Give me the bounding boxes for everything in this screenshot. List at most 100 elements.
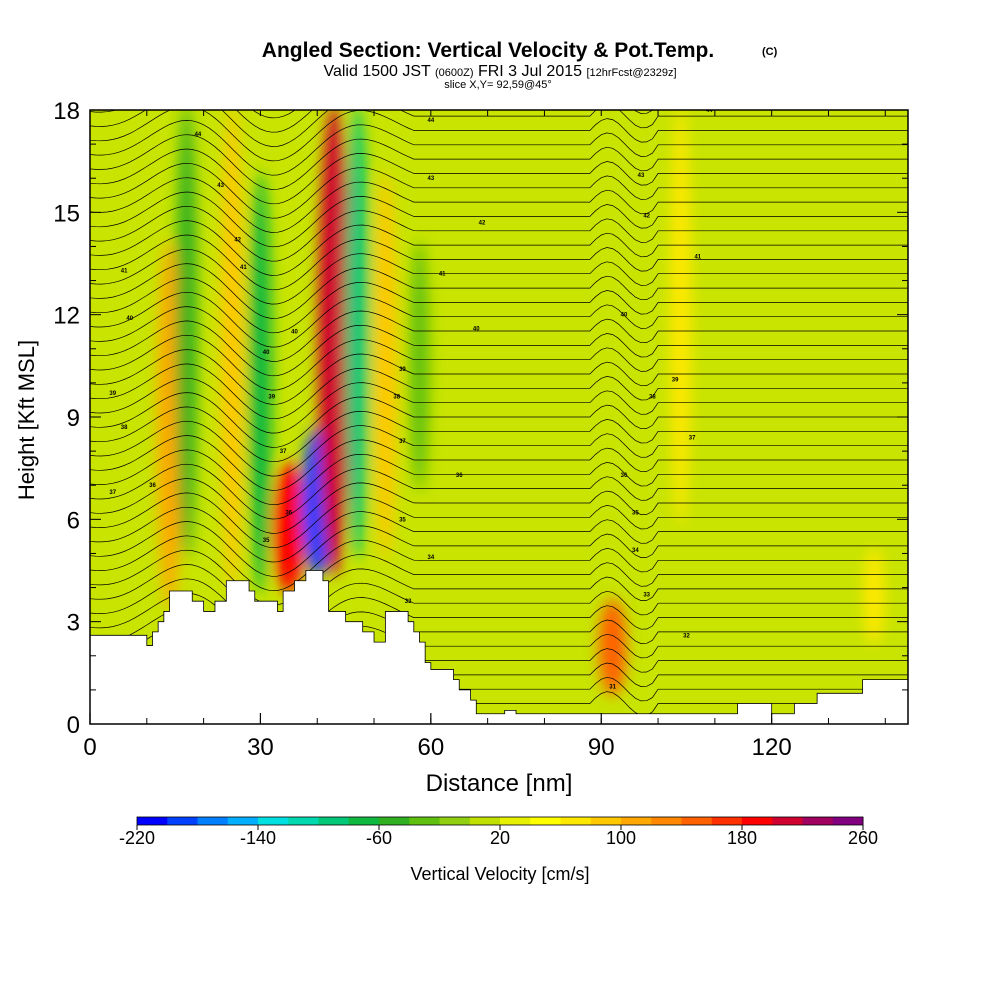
theta-contour: [90, 492, 908, 549]
colorbar-swatch: [530, 817, 561, 825]
theta-contour: [90, 277, 908, 334]
contour-labels: 41 40 39 38 37 36 44 43 42 41 40 39 37 36 35 40 44 43 42 41…: [109, 110, 713, 690]
theta-label: 34: [427, 555, 434, 561]
colorbar: -220 -140 -60 20 100 180 260: [119, 816, 878, 848]
colorbar-swatch: [348, 817, 380, 825]
colorbar-swatch: [137, 817, 168, 825]
theta-label: 42: [643, 214, 650, 220]
y-tick-label: 9: [67, 405, 80, 432]
theta-contour: [90, 349, 908, 405]
slice-info: slice X,Y= 92,59@45°: [444, 79, 552, 91]
theta-label: 36: [456, 473, 463, 479]
theta-contour: [90, 478, 908, 534]
colorbar-tick-label: -140: [240, 828, 276, 848]
theta-contour: [90, 191, 908, 248]
theta-label: 41: [121, 268, 128, 274]
x-tick-label: 120: [752, 734, 792, 761]
velocity-feature-1: [176, 110, 197, 560]
colorbar-swatch: [621, 817, 652, 825]
colorbar-swatch: [832, 817, 864, 825]
theta-contour: [90, 435, 908, 491]
theta-contour: [90, 406, 908, 463]
y-axis-label: Height [Kft MSL]: [14, 340, 39, 500]
y-tick-label: 12: [53, 303, 80, 330]
theta-label: 39: [109, 391, 116, 397]
theta-contour: [90, 248, 908, 305]
theta-label: 43: [217, 183, 224, 189]
theta-contour: [90, 306, 908, 362]
theta-label: 39: [268, 395, 275, 401]
theta-label: 35: [263, 538, 270, 544]
theta-label: 40: [263, 350, 270, 356]
theta-contour: [90, 449, 908, 506]
velocity-feature-8: [374, 172, 397, 560]
theta-label: 37: [280, 449, 287, 455]
theta-label: 41: [240, 265, 247, 271]
colorbar-swatch: [802, 817, 834, 825]
theta-label: 35: [632, 511, 639, 517]
theta-contour: [90, 110, 908, 147]
colorbar-tick-label: 100: [606, 828, 636, 848]
colorbar-swatch: [227, 817, 259, 825]
colorbar-tick-label: 260: [848, 828, 878, 848]
theta-label: 44: [195, 132, 202, 138]
theta-label: 38: [649, 395, 656, 401]
velocity-feature-9: [409, 240, 430, 492]
y-tick-label: 0: [67, 712, 80, 739]
theta-label: 36: [621, 473, 628, 479]
theta-contour: [90, 535, 908, 592]
theta-label: 43: [638, 173, 645, 179]
theta-label: 33: [405, 599, 412, 605]
colorbar-swatch: [258, 817, 289, 825]
y-tick-label: 6: [67, 507, 80, 534]
colorbar-swatch: [469, 817, 501, 825]
theta-label: 38: [121, 425, 128, 431]
chart-title: Angled Section: Vertical Velocity & Pot.…: [262, 39, 714, 62]
colorbar-swatch: [439, 817, 471, 825]
x-tick-label: 30: [247, 734, 274, 761]
valid-date: FRI 3 Jul 2015: [478, 63, 582, 80]
colorbar-swatch: [772, 817, 803, 825]
theta-label: 40: [291, 330, 298, 336]
theta-contour: [90, 291, 908, 348]
colorbar-swatch: [500, 817, 531, 825]
theta-contour: [90, 220, 908, 276]
theta-label: 33: [643, 592, 650, 598]
theta-label: 42: [234, 238, 241, 244]
theta-contour: [90, 334, 908, 391]
velocity-feature-11: [670, 110, 692, 526]
forecast-tag: [12hrFcst@2329z]: [586, 67, 676, 79]
theta-contour: [90, 549, 908, 606]
velocity-feature-3: [249, 172, 272, 594]
theta-contour: [90, 320, 908, 377]
theta-contour: [90, 363, 908, 420]
theta-label: 37: [109, 490, 116, 496]
theta-contour: [90, 162, 908, 219]
theta-contour: [90, 377, 908, 434]
theta-contour: [90, 463, 908, 520]
theta-contour: [90, 420, 908, 477]
y-tick-label: 15: [53, 200, 80, 227]
colorbar-swatch: [379, 817, 410, 825]
theta-label: 31: [609, 684, 616, 690]
theta-label: 38: [393, 395, 400, 401]
colorbar-tick-label: -60: [366, 828, 392, 848]
theta-label: 34: [632, 548, 639, 554]
theta-contour: [90, 263, 908, 319]
terrain: [90, 570, 908, 724]
colorbar-swatch: [651, 817, 682, 825]
colorbar-tick-label: 20: [490, 828, 510, 848]
theta-label: 32: [683, 633, 690, 639]
colorbar-swatch: [167, 817, 198, 825]
colorbar-swatch: [681, 817, 713, 825]
theta-contour: [90, 506, 908, 563]
colorbar-swatch: [288, 817, 319, 825]
theta-label: 36: [285, 511, 292, 517]
theta-contour: [90, 177, 908, 233]
colorbar-tick-label: -220: [119, 828, 155, 848]
theta-contour: [90, 134, 908, 190]
theta-contour: [90, 521, 908, 577]
theta-label: 39: [399, 367, 406, 373]
theta-contour: [90, 120, 908, 176]
